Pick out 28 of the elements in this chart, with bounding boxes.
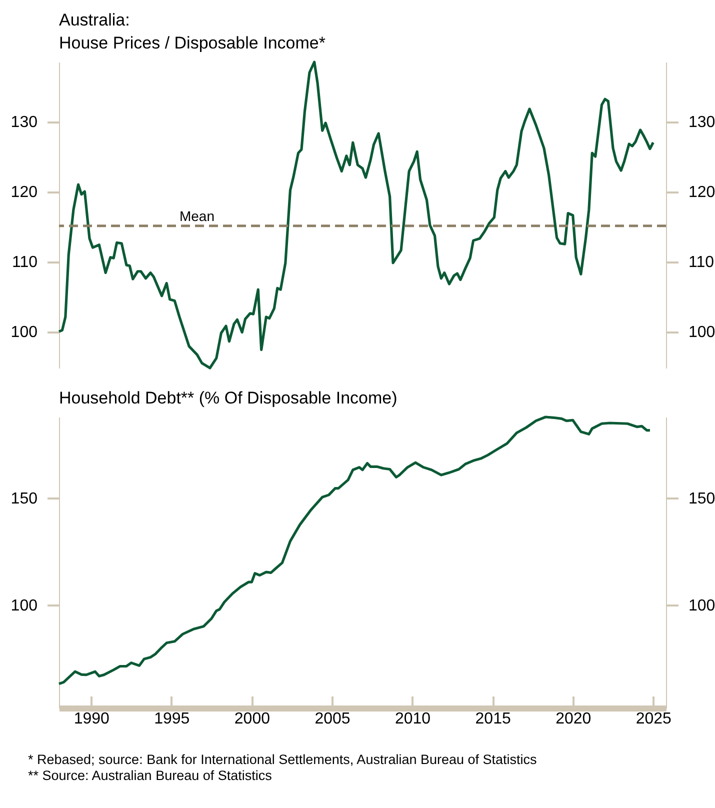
y2-tick-label: 120 — [688, 184, 715, 202]
y2-tick-label: 100 — [688, 598, 715, 615]
y2-tick-label: 100 — [688, 324, 715, 342]
chart-subtitle: House Prices / Disposable Income* — [59, 34, 326, 53]
y2-tick-label: 150 — [688, 490, 715, 508]
ref-line-label: Mean — [179, 208, 215, 224]
y-tick-label: 130 — [10, 114, 38, 132]
y-tick-label: 100 — [10, 324, 38, 342]
line-series — [58, 60, 654, 370]
y-tick-label: 110 — [12, 254, 38, 272]
line-series — [58, 416, 652, 686]
x-tick-label: 1995 — [154, 710, 190, 728]
x-tick-label: 2015 — [475, 710, 511, 728]
y2-tick-label: 110 — [688, 254, 714, 272]
x-tick-label: 2000 — [234, 710, 270, 728]
x-tick-label: 2010 — [394, 710, 431, 728]
y2-tick-label: 130 — [688, 114, 715, 132]
y-tick-label: 120 — [10, 184, 38, 202]
chart-title: Household Debt** (% Of Disposable Income) — [59, 388, 398, 408]
x-tick-label: 2025 — [636, 710, 672, 728]
text: ** Source: Australian Bureau of Statistics — [28, 768, 273, 784]
text: * Rebased; source: Bank for International Settlements, Australian Bureau of Statistics — [28, 752, 538, 768]
chart-title: Australia: — [59, 10, 130, 30]
x-tick-label: 2005 — [314, 710, 350, 728]
y-tick-label: 100 — [10, 598, 38, 615]
y-tick-label: 150 — [10, 490, 38, 508]
x-tick-label: 2020 — [556, 710, 592, 728]
x-tick-label: 1990 — [74, 710, 110, 728]
